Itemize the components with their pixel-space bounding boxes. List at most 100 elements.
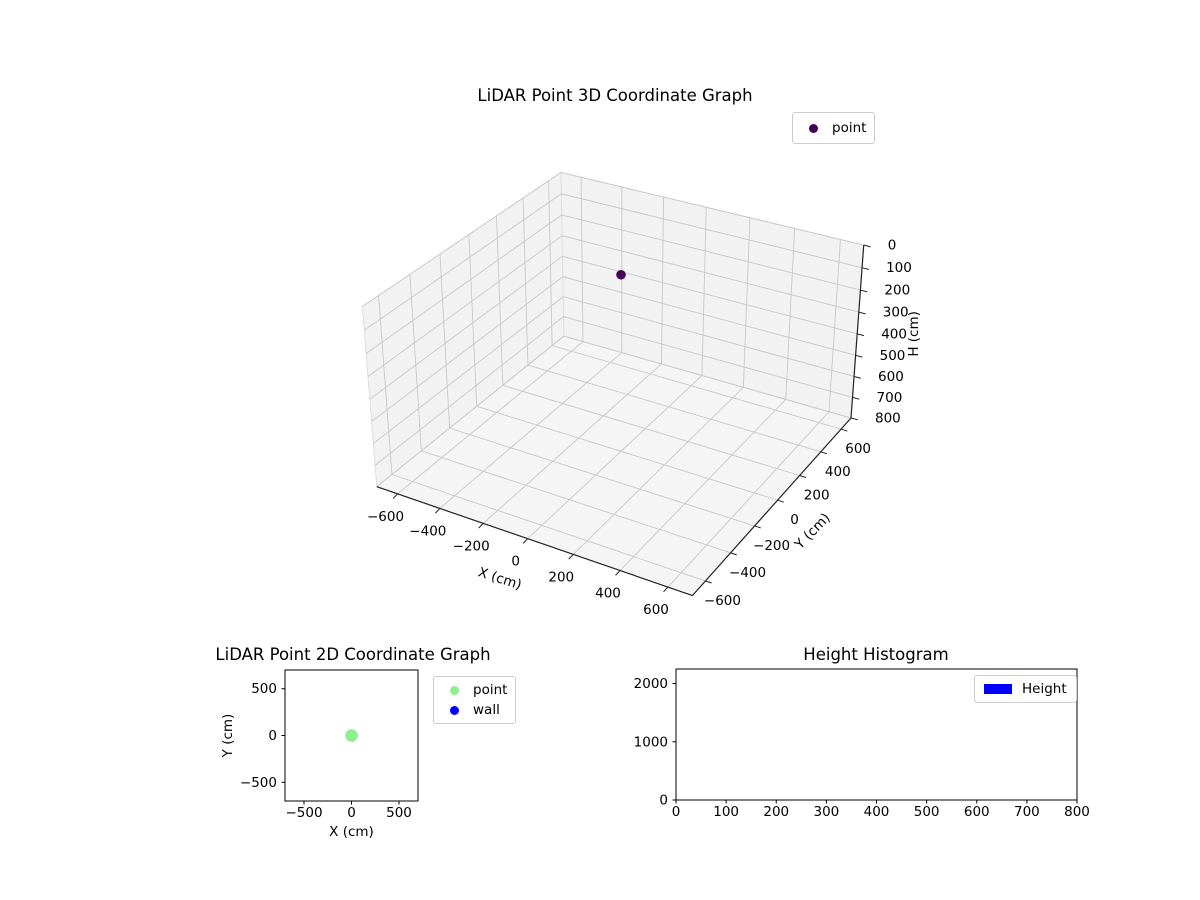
gridline-z-left bbox=[376, 335, 565, 488]
x-tick-label-hist: 0 bbox=[672, 804, 681, 820]
gridline-x-wall bbox=[580, 177, 584, 342]
z-tick-label-3d: 300 bbox=[883, 305, 909, 321]
y-tick-3d bbox=[705, 580, 712, 584]
x-tick-3d bbox=[615, 570, 621, 576]
x-tick-label-hist: 400 bbox=[864, 804, 890, 820]
y-tick-label-hist: 2000 bbox=[634, 676, 668, 692]
z-tick-label-3d: 800 bbox=[875, 411, 901, 427]
gridline-x-floor bbox=[667, 411, 830, 588]
x-tick-label-hist: 600 bbox=[964, 804, 990, 820]
z-tick-3d bbox=[858, 311, 866, 315]
gridline-x-wall bbox=[661, 197, 665, 364]
gridline-z-back bbox=[563, 335, 852, 419]
plot3d-legend: point bbox=[792, 112, 876, 144]
z-axis-label-3d: H (cm) bbox=[906, 311, 922, 357]
z-tick-3d bbox=[855, 354, 863, 358]
gridline-z-back bbox=[563, 296, 855, 377]
y-tick-label-2d: 0 bbox=[268, 728, 277, 744]
plot3d-title: LiDAR Point 3D Coordinate Graph bbox=[477, 86, 753, 105]
y-tick-label-3d: 200 bbox=[804, 487, 830, 503]
x-tick-label-3d: 600 bbox=[643, 602, 669, 618]
gridline-z-left bbox=[369, 255, 563, 400]
legend-item-point2d: point bbox=[439, 680, 507, 700]
legend-marker-wrap bbox=[439, 705, 469, 715]
gridline-y-floor bbox=[476, 405, 778, 501]
x-tick-label-3d: −400 bbox=[409, 523, 446, 539]
x-tick-label-2d: 500 bbox=[386, 805, 412, 821]
gridline-z-back bbox=[562, 276, 856, 356]
x-tick-label-hist: 300 bbox=[813, 804, 839, 820]
y-axis-line-3d bbox=[692, 417, 852, 596]
gridline-y-wall bbox=[468, 234, 478, 407]
scatter-point-3d bbox=[616, 269, 626, 280]
y-tick-label-3d: 400 bbox=[825, 464, 851, 480]
gridline-z-back bbox=[560, 171, 864, 246]
legend-label: point bbox=[832, 120, 867, 136]
gridline-x-wall bbox=[701, 207, 707, 376]
gridline-x-floor bbox=[619, 399, 787, 571]
gridline-x-floor bbox=[527, 375, 703, 540]
height-bar-marker-icon bbox=[984, 684, 1012, 694]
gridline-y-floor bbox=[421, 450, 731, 554]
gridline-y-wall bbox=[522, 197, 529, 366]
x-tick-3d bbox=[434, 508, 441, 514]
legend-item-point3d: point bbox=[798, 118, 866, 138]
y-tick-label-3d: 0 bbox=[790, 512, 799, 528]
gridline-z-back bbox=[562, 235, 859, 313]
x-tick-label-hist: 800 bbox=[1064, 804, 1090, 820]
gridline-y-wall bbox=[378, 295, 393, 475]
gridline-y-wall bbox=[496, 215, 504, 386]
z-tick-3d bbox=[861, 267, 869, 270]
legend-item-wall: wall bbox=[439, 700, 507, 720]
x-tick-label-3d: 200 bbox=[548, 569, 574, 585]
gridline-z-left bbox=[367, 235, 563, 377]
x-tick-3d bbox=[522, 538, 529, 544]
x-tick-3d bbox=[663, 586, 669, 593]
z-tick-label-3d: 600 bbox=[878, 369, 904, 385]
hist-legend: Height bbox=[974, 675, 1077, 703]
x-axis-line-3d bbox=[376, 486, 693, 597]
y-tick-label-3d: −600 bbox=[704, 593, 741, 609]
gridline-y-floor bbox=[552, 345, 842, 430]
gridline-z-back bbox=[562, 255, 858, 335]
gridline-y-floor bbox=[449, 427, 755, 527]
gridline-y-wall bbox=[548, 180, 553, 346]
gridline-z-left bbox=[373, 296, 564, 444]
y-tick-label-2d: −500 bbox=[240, 775, 277, 791]
legend-marker-wrap bbox=[798, 123, 828, 133]
plot2d-title: LiDAR Point 2D Coordinate Graph bbox=[215, 645, 491, 664]
gridline-z-back bbox=[563, 316, 853, 398]
z-axis-line-3d bbox=[850, 244, 865, 419]
x-tick-3d bbox=[478, 523, 484, 529]
x-tick-label-2d: −500 bbox=[285, 805, 322, 821]
y-axis-label-2d: Y (cm) bbox=[220, 714, 236, 759]
gridline-z-back bbox=[561, 193, 863, 269]
z-tick-label-3d: 500 bbox=[880, 348, 906, 364]
x-tick-3d bbox=[568, 554, 574, 560]
y-tick-label-3d: −200 bbox=[753, 538, 790, 554]
z-tick-3d bbox=[852, 396, 860, 400]
wall-marker-icon bbox=[449, 705, 459, 715]
x-tick-label-3d: 0 bbox=[511, 554, 520, 570]
x-tick-label-hist: 200 bbox=[763, 804, 789, 820]
gridline-z-left bbox=[374, 316, 564, 466]
z-tick-label-3d: 400 bbox=[881, 326, 907, 342]
gridline-z-left bbox=[364, 193, 562, 331]
x-tick-label-hist: 100 bbox=[713, 804, 739, 820]
gridline-x-floor bbox=[482, 363, 662, 524]
y-tick-3d bbox=[840, 428, 848, 432]
gridline-y-floor bbox=[391, 474, 706, 582]
z-tick-label-3d: 0 bbox=[888, 238, 897, 254]
z-tick-label-3d: 700 bbox=[877, 390, 903, 406]
y-tick-label-2d: 500 bbox=[251, 681, 277, 697]
legend-label: point bbox=[473, 682, 508, 698]
point-marker-icon bbox=[449, 685, 459, 695]
gridline-z-back bbox=[561, 214, 861, 291]
z-tick-3d bbox=[860, 289, 868, 293]
legend-label: Height bbox=[1022, 681, 1067, 697]
z-tick-label-3d: 100 bbox=[886, 260, 912, 276]
x-tick-label-2d: 0 bbox=[347, 805, 356, 821]
gridline-y-wall bbox=[409, 274, 422, 451]
